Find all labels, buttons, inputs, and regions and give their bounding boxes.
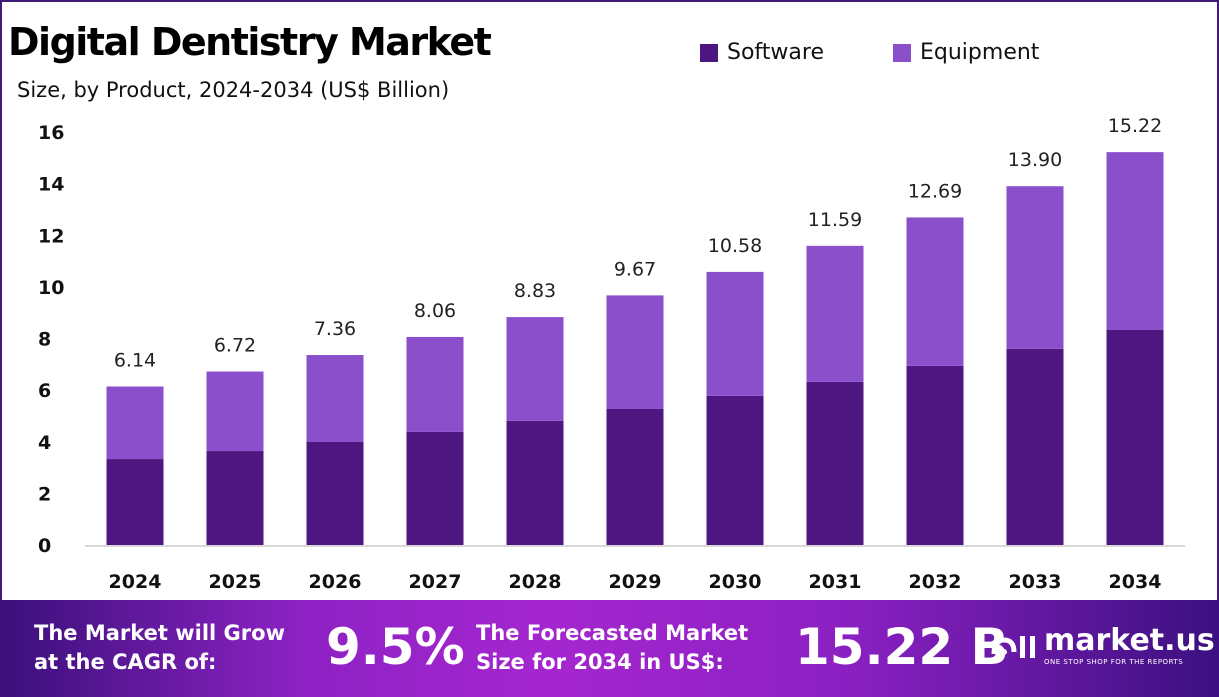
total-label: 11.59	[808, 209, 862, 231]
total-label: 7.36	[314, 318, 356, 340]
x-tick-label: 2025	[209, 571, 262, 593]
cagr-value: 9.5%	[326, 618, 465, 676]
cagr-label: The Market will Grow at the CAGR of:	[34, 619, 285, 677]
forecast-label-line2: Size for 2034 in US$:	[476, 650, 724, 674]
bar-software-2030	[706, 395, 764, 545]
forecast-label-line1: The Forecasted Market	[476, 621, 749, 645]
legend-swatch-software	[700, 43, 718, 62]
y-tick-label: 16	[38, 122, 64, 144]
bar-software-2029	[606, 408, 664, 545]
bar-equipment-2030	[706, 271, 764, 396]
bar-equipment-2026	[306, 355, 364, 443]
x-tick-label: 2033	[1009, 571, 1062, 593]
bar-software-2031	[806, 381, 864, 545]
bar-equipment-2034	[1106, 152, 1164, 330]
bar-equipment-2029	[606, 295, 664, 409]
y-tick-label: 0	[38, 535, 51, 557]
x-tick-label: 2030	[709, 571, 762, 593]
total-label: 10.58	[708, 235, 762, 257]
legend-item-equipment: Equipment	[893, 40, 1039, 65]
logo-text: market.us	[1044, 623, 1215, 658]
chart-title: Digital Dentistry Market	[8, 20, 492, 64]
chart-subtitle: Size, by Product, 2024-2034 (US$ Billion…	[17, 78, 450, 102]
total-label: 12.69	[908, 180, 962, 202]
y-tick-label: 6	[38, 380, 51, 402]
bar-software-2027	[406, 431, 464, 545]
x-tick-label: 2026	[309, 571, 362, 593]
x-tick-label: 2029	[609, 571, 662, 593]
total-label: 6.72	[214, 335, 256, 357]
x-tick-label: 2032	[909, 571, 962, 593]
summary-banner: The Market will Grow at the CAGR of: 9.5…	[0, 600, 1219, 697]
y-tick-label: 14	[38, 174, 64, 196]
forecast-label: The Forecasted Market Size for 2034 in U…	[476, 619, 748, 677]
x-tick-label: 2024	[109, 571, 162, 593]
bar-software-2028	[506, 420, 564, 545]
bar-equipment-2024	[106, 386, 164, 460]
bar-software-2034	[1106, 329, 1164, 545]
cagr-label-line2: at the CAGR of:	[34, 650, 217, 674]
bar-equipment-2033	[1006, 186, 1064, 349]
bar-equipment-2031	[806, 245, 864, 382]
bar-equipment-2027	[406, 336, 464, 432]
x-tick-label: 2028	[509, 571, 562, 593]
bar-software-2032	[906, 365, 964, 545]
market-us-logo: market.us ONE STOP SHOP FOR THE REPORTS	[988, 626, 1215, 666]
x-tick-label: 2034	[1109, 571, 1162, 593]
logo-tagline: ONE STOP SHOP FOR THE REPORTS	[1044, 658, 1184, 666]
legend-item-software: Software	[700, 40, 824, 65]
legend-swatch-equipment	[893, 43, 911, 62]
y-tick-label: 4	[38, 432, 51, 454]
total-label: 8.06	[414, 300, 456, 322]
x-tick-label: 2031	[809, 571, 862, 593]
cagr-label-line1: The Market will Grow	[34, 621, 285, 645]
total-label: 13.90	[1008, 149, 1062, 171]
legend-label-equipment: Equipment	[920, 40, 1040, 65]
y-tick-label: 10	[38, 277, 64, 299]
bar-software-2026	[306, 442, 364, 545]
y-tick-label: 8	[38, 329, 51, 351]
total-label: 6.14	[114, 350, 156, 372]
total-label: 9.67	[614, 258, 656, 280]
bar-equipment-2032	[906, 217, 964, 366]
y-tick-label: 12	[38, 225, 64, 247]
bar-equipment-2028	[506, 317, 564, 421]
chart-plot: 0 2 4 6 8 10 12 14 16 6.14 2024 6.72 2025 7.36 2026 8.0…	[38, 115, 1185, 593]
y-tick-label: 2	[38, 483, 51, 505]
bar-equipment-2025	[206, 371, 264, 452]
bar-software-2024	[106, 459, 164, 545]
legend-label-software: Software	[727, 40, 824, 65]
bar-software-2025	[206, 451, 264, 545]
total-label: 15.22	[1108, 115, 1162, 137]
total-label: 8.83	[514, 280, 556, 302]
logo-mark-icon	[991, 636, 1035, 658]
forecast-value: 15.22 B	[795, 618, 1009, 676]
bar-software-2033	[1006, 348, 1064, 545]
x-tick-label: 2027	[409, 571, 462, 593]
